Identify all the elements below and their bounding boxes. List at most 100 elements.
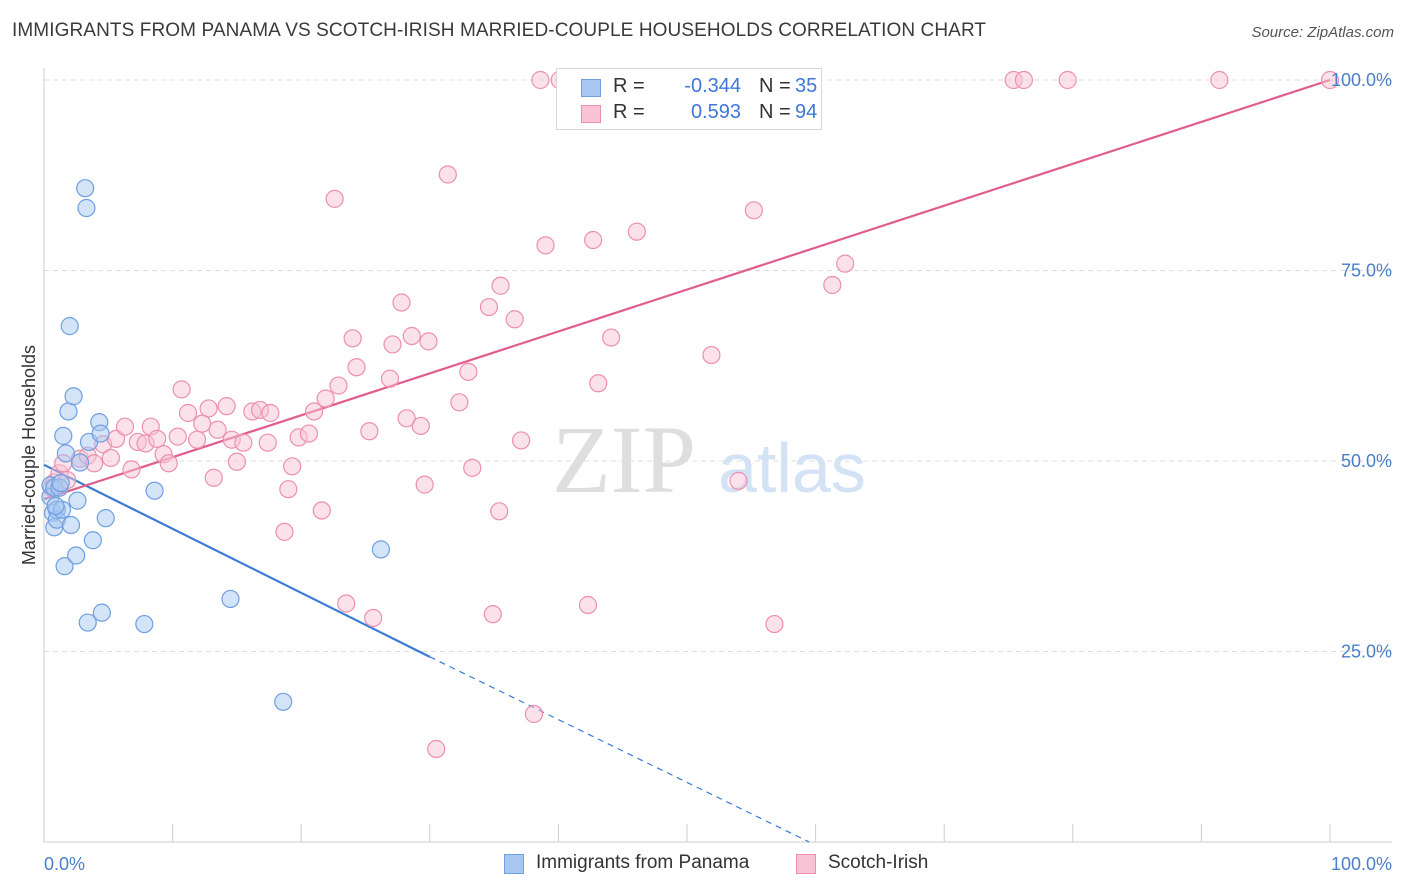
panama-point (92, 603, 111, 622)
scotch-irish-point (199, 399, 218, 418)
panama-point (51, 473, 70, 493)
scotch-irish-point (193, 414, 212, 433)
scotch-irish-point (702, 345, 721, 365)
series-swatch-scotch-irish (796, 854, 816, 874)
scotch-irish-point (275, 522, 294, 541)
scotch-irish-point (479, 297, 499, 317)
scotch-irish-point (187, 430, 207, 449)
legend-r-label: R = (613, 75, 645, 97)
legend-r-value: -0.344 (684, 75, 741, 97)
scotch-irish-point (325, 189, 344, 208)
panama-point (61, 515, 81, 535)
panama-point (67, 546, 86, 565)
legend-n-label: N = (759, 75, 791, 97)
panama-point (274, 692, 293, 711)
scotch-irish-point (463, 458, 482, 477)
panama-point (96, 509, 115, 528)
panama-point (91, 424, 110, 443)
scotch-irish-point (347, 358, 366, 377)
watermark: ZIP atlas (552, 406, 866, 513)
scotch-irish-point (744, 201, 763, 220)
scotch-irish-point (415, 475, 434, 494)
scotch-irish-point (1210, 70, 1229, 90)
scotch-irish-point (1014, 70, 1034, 90)
scotch-irish-point (217, 397, 236, 416)
scotch-irish-point (427, 739, 446, 759)
scotch-irish-point (729, 471, 748, 490)
scotch-irish-point (536, 236, 555, 255)
scotch-irish-point (512, 431, 531, 450)
scotch-irish-point (578, 595, 598, 615)
scotch-irish-point (1320, 70, 1340, 90)
legend-swatch-panama (581, 79, 601, 97)
scotch-irish-point (172, 380, 191, 399)
panama-point (60, 317, 79, 336)
watermark-zip: ZIP (552, 406, 696, 513)
scotch-irish-point (483, 605, 502, 624)
scotch-irish-point (1058, 70, 1077, 90)
y-tick-label: 100.0% (1331, 70, 1392, 90)
panama-point (46, 496, 65, 516)
panama-point (221, 589, 240, 609)
legend-n-label: N = (759, 101, 791, 123)
scotch-irish-point (299, 424, 319, 443)
panama-point (70, 453, 90, 472)
scotch-irish-point (343, 329, 362, 348)
scotch-irish-point (337, 594, 356, 613)
axes (43, 68, 1392, 843)
legend-swatch-scotch-irish (581, 105, 601, 123)
panama-point (64, 387, 83, 406)
panama-point (59, 402, 78, 421)
y-tick-label: 50.0% (1341, 451, 1392, 471)
y-tick-label: 75.0% (1341, 261, 1392, 281)
scotch-irish-point (304, 402, 324, 421)
x-tick-label: 100.0% (1331, 854, 1392, 874)
panama-point (371, 540, 391, 559)
chart-title: IMMIGRANTS FROM PANAMA VS SCOTCH-IRISH M… (12, 20, 987, 41)
series-label-scotch-irish: Scotch-Irish (828, 852, 929, 873)
scotch-irish-point (627, 222, 646, 241)
y-axis-label: Married-couple Households (19, 345, 39, 565)
panama-point (56, 444, 75, 463)
scotch-irish-point (505, 310, 524, 329)
legend-r-value: 0.593 (690, 101, 741, 123)
x-tick-label: 0.0% (44, 854, 85, 874)
scotch-irish-point (101, 448, 120, 468)
scotch-irish-point (227, 452, 246, 471)
scotch-irish-point (459, 362, 478, 381)
scotch-irish-point (419, 332, 438, 351)
legend-n-value: 35 (795, 75, 818, 97)
scotch-irish-point (836, 254, 855, 273)
scotch-irish-point (402, 326, 421, 346)
legend-n-value: 94 (795, 101, 818, 123)
panama-trend-line (43, 463, 431, 658)
scotch-irish-point (531, 70, 550, 90)
scotch-irish-point (168, 427, 187, 446)
scotch-irish-point (438, 165, 457, 184)
panama-point (68, 491, 87, 510)
scotch-irish-point (823, 275, 842, 295)
scotch-irish-point (148, 429, 167, 449)
scotch-irish-point (364, 608, 383, 628)
scotch-irish-point (491, 276, 510, 295)
panama-point (135, 614, 154, 634)
scotch-irish-point (316, 389, 335, 408)
scotch-irish-point (283, 457, 302, 476)
series-swatch-panama (504, 854, 524, 874)
scotch-irish-point (392, 293, 411, 312)
panama-point (76, 179, 95, 198)
scotch-irish-point (383, 335, 402, 354)
source-credit: Source: ZipAtlas.com (1251, 24, 1394, 41)
scotch-irish-point (178, 403, 198, 423)
trend-lines (43, 78, 1331, 843)
scotch-irish-point (279, 480, 298, 499)
scotch-irish-point (360, 422, 379, 441)
scotch-irish-point (584, 230, 603, 250)
panama-point (77, 198, 96, 218)
scotch-irish-point (261, 403, 280, 423)
scotch-irish-point (208, 420, 227, 439)
tick-labels: 25.0% 50.0% 75.0% 100.0% 0.0% 100.0% (44, 70, 1392, 874)
scotch-irish-point (602, 328, 621, 347)
scotch-irish-point (312, 501, 331, 520)
